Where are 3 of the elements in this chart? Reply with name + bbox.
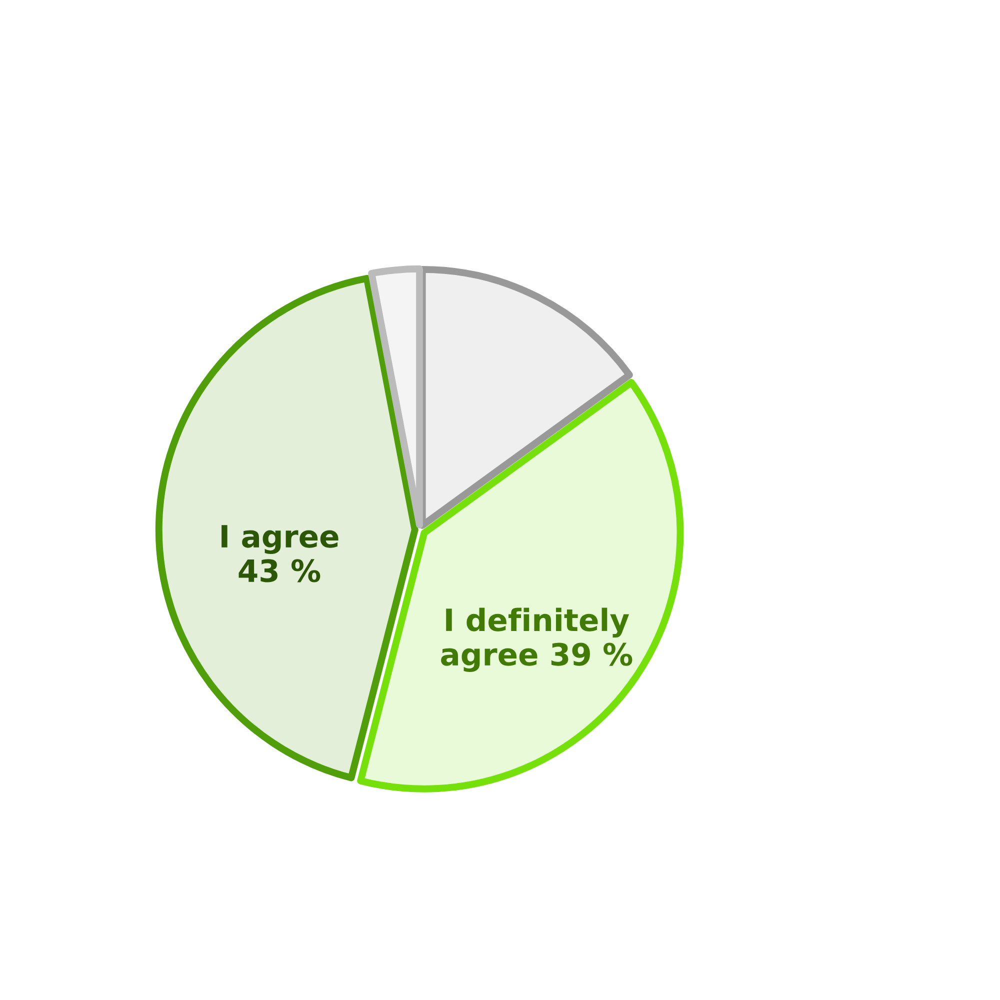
data-label: 43 % bbox=[238, 559, 320, 582]
slice-label: I agree bbox=[222, 525, 338, 554]
slice-label: I definitely agree 39 % bbox=[441, 608, 632, 672]
